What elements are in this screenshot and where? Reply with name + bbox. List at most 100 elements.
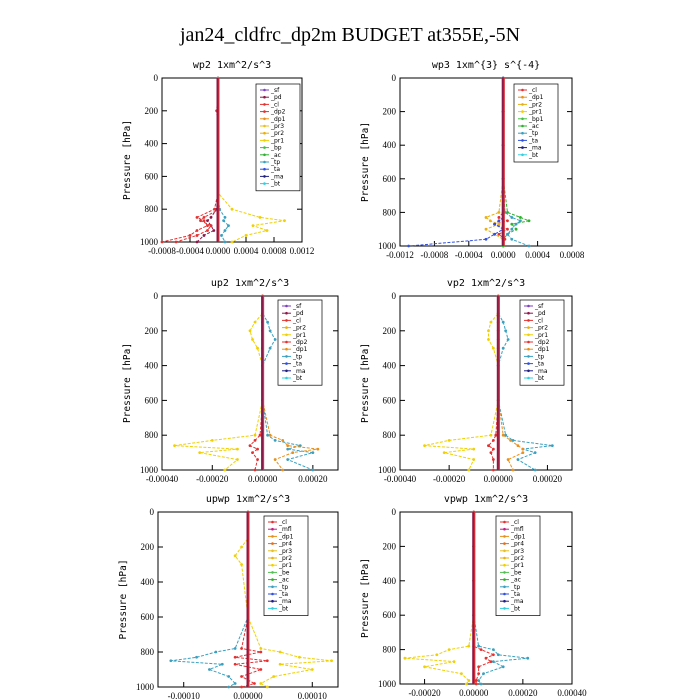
- legend-marker: [527, 326, 530, 329]
- legend-marker: [271, 599, 274, 603]
- x-tick-label: 0.0012: [290, 246, 315, 256]
- series-point_ta: [493, 222, 496, 226]
- legend-label: _pr2: [510, 555, 524, 562]
- legend-marker: [271, 571, 274, 574]
- legend-label: _pr1: [510, 562, 524, 569]
- panel-title: wp3 1xm^{3} s^{-4}: [432, 60, 540, 71]
- series-point_cl: [491, 468, 495, 472]
- series-point_pd: [202, 234, 206, 237]
- y-axis-label: Pressure [hPa]: [360, 122, 371, 202]
- series-point_dp1: [511, 468, 515, 472]
- series-line_pd: [196, 78, 219, 243]
- legend-label: _bt: [510, 605, 521, 612]
- series-point_dp1: [273, 458, 277, 461]
- series-point_ta: [493, 232, 496, 236]
- series-point_pr1: [248, 329, 252, 333]
- legend-marker: [503, 599, 506, 603]
- series-point_cl: [484, 656, 488, 660]
- series-point_tp: [510, 216, 514, 219]
- legend-label: _dp1: [528, 94, 544, 101]
- series-point_tp: [273, 338, 277, 341]
- legend-marker: [527, 333, 530, 337]
- legend-label: _bt: [534, 375, 545, 382]
- legend-label: _ma: [278, 598, 292, 605]
- series-point_pr1: [236, 458, 239, 461]
- legend-label: _mfl: [510, 526, 524, 533]
- legend-marker: [521, 103, 524, 106]
- series-point_pr1: [467, 679, 471, 682]
- legend-marker: [503, 549, 506, 553]
- legend: _sf_pd_cl_pr2_pr1_dp2_dp1_tp_ta_ma_bt: [277, 299, 323, 386]
- y-tick-label: 0: [392, 291, 397, 301]
- legend-label: _be: [510, 569, 522, 576]
- series-line_pr1: [404, 512, 475, 685]
- series-point_tp: [268, 329, 272, 333]
- legend-marker: [503, 527, 506, 531]
- series-point_dp1: [286, 444, 290, 448]
- legend-label: _pd: [534, 310, 546, 317]
- legend-label: _dp1: [510, 533, 526, 540]
- y-tick-label: 0: [392, 507, 397, 517]
- x-tick-label: 0.0000: [491, 250, 516, 260]
- legend-marker: [285, 355, 288, 358]
- legend-marker: [285, 369, 288, 373]
- x-tick-label: -0.00020: [408, 688, 441, 698]
- series-point_pr2: [497, 211, 501, 214]
- panel-1: wp2 1xm^2/s^3 Pressure [hPa] 0 200 400 600 800…: [122, 60, 314, 256]
- series-point_pr1: [442, 451, 446, 454]
- panel-title: wp2 1xm^2/s^3: [193, 60, 271, 71]
- legend-label: _bt: [270, 181, 281, 188]
- series-line_tp: [170, 512, 249, 688]
- series-point_tp: [533, 468, 537, 472]
- legend-label: _ac: [510, 577, 521, 584]
- legend-marker: [527, 340, 530, 344]
- series-point_tp: [510, 237, 514, 241]
- series-point_pd: [195, 240, 199, 244]
- legend-marker: [263, 153, 266, 157]
- legend-label: _sf: [270, 87, 280, 94]
- series-point_tp: [506, 232, 509, 236]
- x-tick-label: -0.0004: [176, 246, 204, 256]
- series-point_cl: [256, 458, 259, 461]
- legend-marker: [503, 607, 506, 610]
- series-point_cl: [258, 433, 262, 437]
- plot-frame: [399, 295, 573, 471]
- series-point_tp: [273, 439, 277, 442]
- series-point_cl: [491, 458, 495, 461]
- series-point_pr1: [472, 458, 476, 461]
- y-tick-label: 800: [383, 207, 397, 217]
- series-point_tp: [227, 685, 231, 689]
- series-point_ac: [510, 222, 514, 226]
- legend-label: _be: [278, 569, 290, 576]
- series-point_pr2: [497, 222, 501, 226]
- legend-label: _pr1: [528, 109, 542, 116]
- series-point_tp: [223, 240, 227, 244]
- legend-label: _dp2: [292, 339, 308, 346]
- y-tick-label: 200: [141, 542, 155, 552]
- legend-label: _pr4: [278, 541, 292, 548]
- legend-marker: [263, 182, 266, 185]
- plot-frame: [399, 77, 573, 247]
- legend-marker: [263, 88, 266, 92]
- legend-label: _dp2: [270, 109, 286, 116]
- series-point_tp: [311, 451, 315, 454]
- y-tick-label: 1000: [378, 241, 397, 251]
- legend-label: _ac: [528, 123, 539, 130]
- series-point_pr1: [489, 320, 493, 324]
- legend-marker: [263, 131, 266, 135]
- legend-marker: [503, 520, 506, 524]
- series-point_pr1: [278, 662, 282, 666]
- series-point_dp2: [202, 216, 206, 219]
- legend-marker: [285, 333, 288, 337]
- series-point_pr1: [259, 647, 263, 650]
- x-tick-label: 0.00000: [233, 691, 263, 700]
- legend-marker: [285, 362, 288, 365]
- legend-label: _ma: [534, 368, 548, 375]
- legend-marker: [263, 117, 266, 121]
- legend-marker: [271, 535, 274, 538]
- series-point_cl: [253, 439, 257, 442]
- series-point_pr1: [298, 655, 301, 659]
- x-tick-label: -0.00020: [433, 474, 466, 484]
- series-point_pr1: [256, 346, 259, 350]
- x-tick-label: 0.0008: [262, 246, 287, 256]
